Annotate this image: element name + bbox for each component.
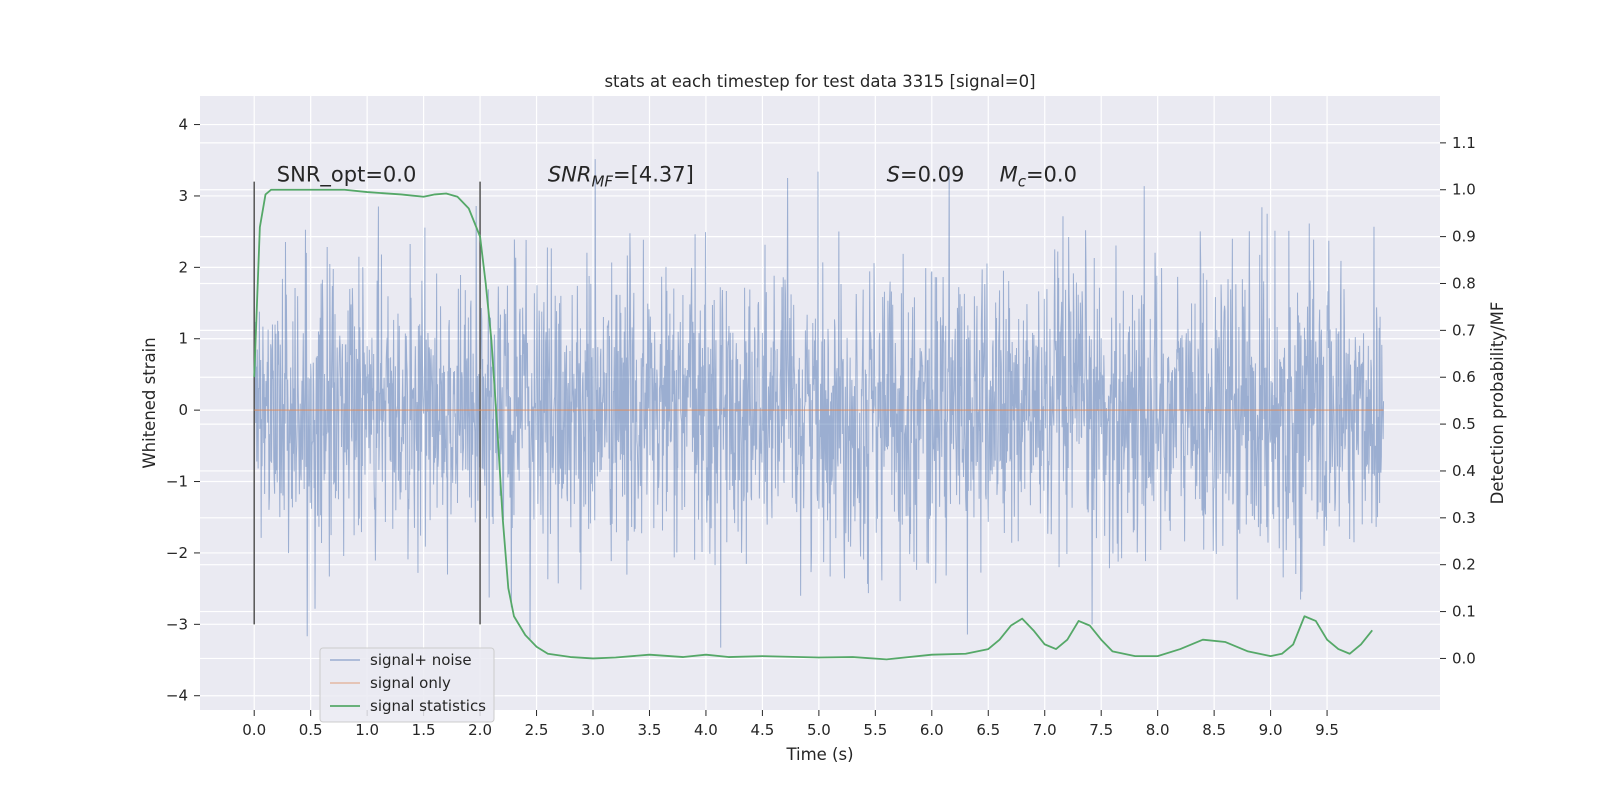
x-tick-label: 9.0 <box>1259 721 1283 739</box>
chart-title: stats at each timestep for test data 331… <box>604 72 1035 91</box>
y2-tick-label: 0.1 <box>1452 603 1476 621</box>
y2-tick-label: 1.0 <box>1452 181 1476 199</box>
series-signal-noise <box>253 159 1385 648</box>
y2-axis-label: Detection probability/MF <box>1488 302 1507 505</box>
x-axis-label: Time (s) <box>785 745 853 764</box>
y2-tick-label: 0.7 <box>1452 321 1476 339</box>
annotation-1: SNRMF=[4.37] <box>548 163 694 191</box>
x-tick-label: 8.0 <box>1146 721 1170 739</box>
x-tick-label: 2.5 <box>525 721 549 739</box>
x-tick-label: 2.0 <box>468 721 492 739</box>
y2-tick-label: 0.2 <box>1452 556 1476 574</box>
y-tick-label: −1 <box>166 473 188 491</box>
x-tick-label: 0.0 <box>242 721 266 739</box>
x-tick-label: 1.5 <box>412 721 436 739</box>
y2-tick-label: 0.8 <box>1452 274 1476 292</box>
y2-tick-label: 0.6 <box>1452 368 1476 386</box>
x-tick-label: 7.5 <box>1089 721 1113 739</box>
annotations: SNR_opt=0.0 SNRMF=[4.37] S=0.09 Mc=0.0 <box>277 163 1077 191</box>
x-tick-label: 9.5 <box>1315 721 1339 739</box>
y-tick-label: −3 <box>166 615 188 633</box>
legend: signal+ noise signal only signal statist… <box>319 647 495 723</box>
x-tick-label: 3.5 <box>638 721 662 739</box>
annotation-3: Mc=0.0 <box>1000 163 1077 191</box>
x-tick-label: 3.0 <box>581 721 605 739</box>
y-tick-label: 1 <box>178 330 188 348</box>
x-tick-label: 8.5 <box>1202 721 1226 739</box>
x-tick-label: 1.0 <box>355 721 379 739</box>
legend-label-signal-statistics: signal statistics <box>370 697 486 715</box>
y-tick-label: 3 <box>178 187 188 205</box>
y-tick-label: −2 <box>166 544 188 562</box>
y-tick-label: 2 <box>178 258 188 276</box>
y2-tick-label: 0.0 <box>1452 649 1476 667</box>
legend-box <box>319 647 495 723</box>
x-tick-label: 0.5 <box>299 721 323 739</box>
signal-noise-line <box>253 159 1385 648</box>
y2-tick-label: 0.9 <box>1452 228 1476 246</box>
x-tick-label: 6.5 <box>976 721 1000 739</box>
annotation-0: SNR_opt=0.0 <box>277 163 417 188</box>
x-tick-label: 6.0 <box>920 721 944 739</box>
legend-label-signal-only: signal only <box>370 674 451 692</box>
y2-tick-label: 0.4 <box>1452 462 1476 480</box>
y-axis-label: Whitened strain <box>140 337 159 468</box>
y2-tick-label: 0.5 <box>1452 415 1476 433</box>
y-tick-label: −4 <box>166 687 188 705</box>
ticks: 0.0 0.5 1.0 1.5 2.0 2.5 3.0 3.5 4.0 4.5 5.0 5.5 6.0 6… <box>166 116 1476 739</box>
legend-label-signal-noise: signal+ noise <box>370 651 472 669</box>
signal-statistics-line <box>253 188 1373 661</box>
marker-lines <box>253 181 481 625</box>
x-tick-label: 5.0 <box>807 721 831 739</box>
x-tick-label: 5.5 <box>863 721 887 739</box>
x-tick-label: 7.0 <box>1033 721 1057 739</box>
y-tick-label: 4 <box>178 116 188 134</box>
x-tick-label: 4.5 <box>750 721 774 739</box>
x-tick-label: 4.0 <box>694 721 718 739</box>
y2-tick-label: 1.1 <box>1452 134 1476 152</box>
annotation-2: S=0.09 <box>887 163 965 187</box>
series-lines <box>253 188 1384 661</box>
y2-tick-label: 0.3 <box>1452 509 1476 527</box>
y-tick-label: 0 <box>178 401 188 419</box>
